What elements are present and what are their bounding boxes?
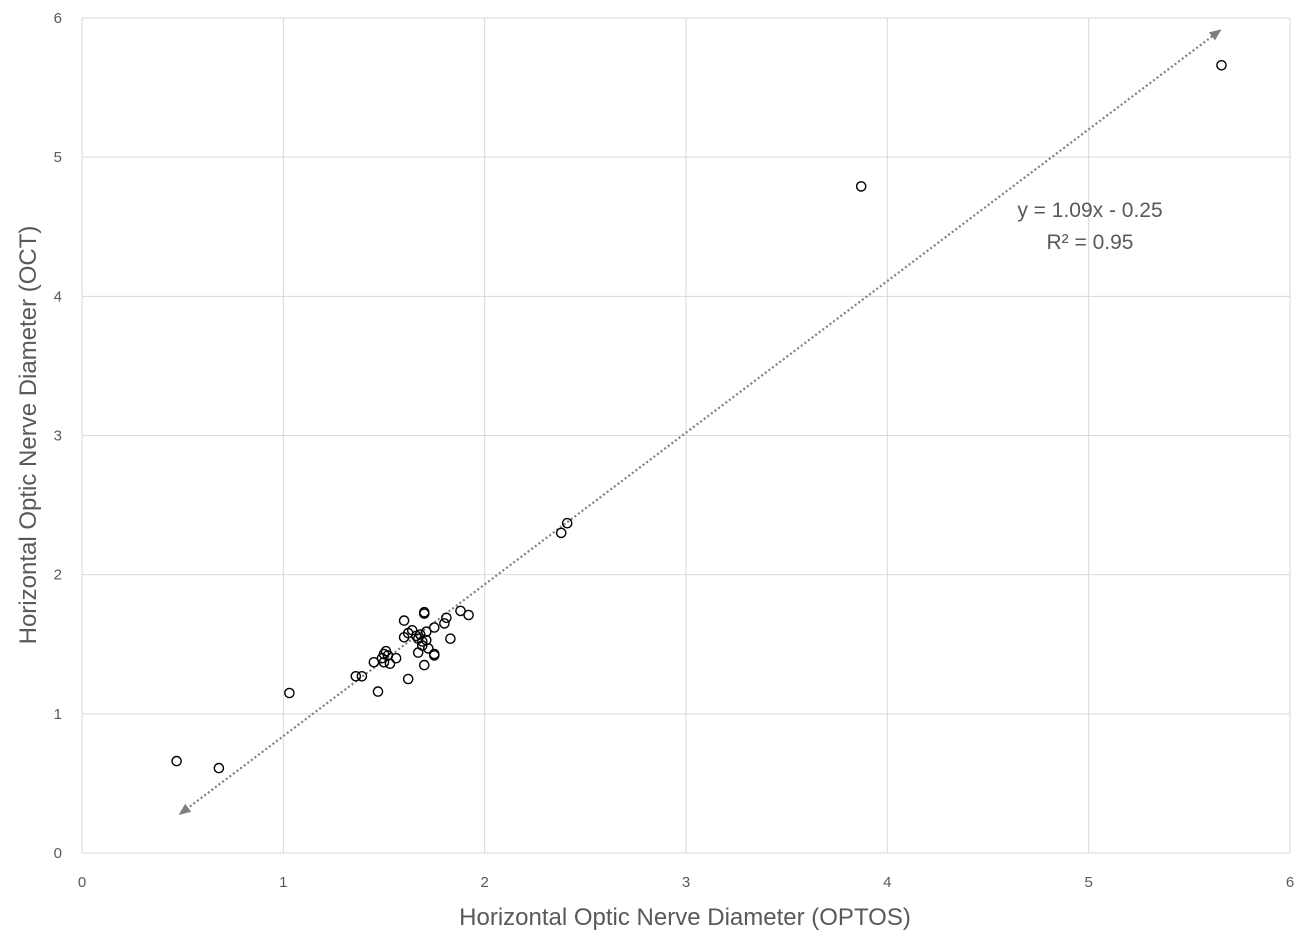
x-tick-label: 0 (78, 874, 86, 891)
trendline-layer (178, 29, 1222, 815)
data-point (445, 633, 456, 645)
y-tick-label: 5 (54, 149, 62, 166)
x-tick-label: 5 (1084, 874, 1092, 891)
data-point (441, 612, 452, 624)
data-point (390, 652, 402, 664)
data-point (402, 673, 414, 685)
x-tick-label: 6 (1286, 874, 1294, 891)
y-tick-label: 3 (54, 428, 62, 445)
data-point (455, 605, 466, 617)
data-point (398, 615, 410, 626)
x-tick-label: 1 (279, 874, 287, 891)
data-point (463, 609, 474, 621)
data-point (213, 762, 225, 774)
data-point (428, 648, 440, 660)
data-point (412, 647, 424, 658)
data-point (356, 671, 368, 682)
x-tick-label: 4 (883, 874, 891, 891)
y-tick-label: 4 (54, 288, 62, 305)
data-point (439, 618, 450, 629)
y-tick-label: 6 (54, 10, 62, 27)
y-tick-label: 1 (54, 706, 62, 723)
tick-labels: 0 1 2 3 4 5 6 0 1 2 3 4 5 6 (54, 10, 1295, 891)
data-point (428, 622, 440, 633)
data-point (1216, 60, 1227, 71)
data-point (368, 657, 380, 668)
data-point (350, 671, 362, 682)
x-axis-title: Horizontal Optic Nerve Diameter (OPTOS) (459, 904, 911, 931)
trendline-r-squared: R² = 0.95 (1047, 231, 1134, 254)
data-point (414, 629, 426, 640)
y-tick-label: 2 (54, 567, 62, 584)
data-point (384, 658, 396, 670)
data-point (372, 686, 384, 697)
data-point (561, 517, 573, 529)
data-point (855, 181, 867, 192)
data-points (171, 60, 1227, 774)
data-point (171, 755, 182, 767)
trendline (185, 34, 1215, 811)
data-point (418, 606, 430, 618)
data-point (555, 527, 567, 539)
y-axis-title: Horizontal Optic Nerve Diameter (OCT) (15, 226, 42, 645)
x-tick-label: 2 (480, 874, 488, 891)
trendline-arrow-end (1209, 29, 1222, 41)
trendline-arrow-start (178, 803, 192, 815)
y-tick-label: 0 (54, 845, 62, 862)
x-tick-label: 3 (682, 874, 690, 891)
data-point (422, 643, 434, 654)
trendline-equation: y = 1.09x - 0.25 (1017, 199, 1162, 222)
gridlines (81, 17, 1291, 854)
data-point (420, 626, 432, 638)
data-point (418, 659, 430, 671)
data-point (284, 687, 295, 699)
